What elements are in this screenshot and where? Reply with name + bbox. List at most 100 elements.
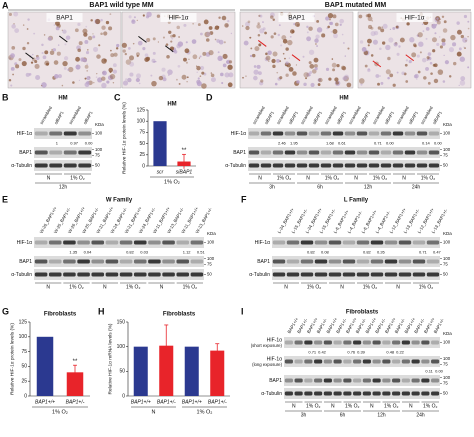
y-tick-label: 25 xyxy=(21,379,27,385)
kda-label: 100 xyxy=(443,240,451,245)
blot-strip xyxy=(248,160,440,171)
stain-dot xyxy=(267,50,272,55)
band xyxy=(431,359,440,364)
band xyxy=(272,259,286,264)
group-title: BAP1 wild type MM xyxy=(89,2,153,9)
stain-dot xyxy=(96,72,98,75)
stain-dot xyxy=(316,45,319,47)
stain-dot xyxy=(221,15,227,21)
stain-dot xyxy=(76,65,79,67)
stain-dot xyxy=(401,71,405,75)
band xyxy=(412,259,426,264)
stain-dot xyxy=(144,53,149,57)
stain-dot xyxy=(318,77,323,83)
band xyxy=(284,150,296,155)
band xyxy=(384,259,398,264)
y-tick-label: 0 xyxy=(142,163,145,169)
x-tick-label: BAP1+/- xyxy=(66,399,85,405)
stain-dot xyxy=(55,20,60,26)
quant-label: 0.42 xyxy=(318,350,327,355)
stain-dot xyxy=(308,49,315,55)
stain-dot xyxy=(103,71,106,74)
stain-dot xyxy=(34,59,38,64)
stain-dot xyxy=(436,20,441,25)
stain-dot xyxy=(406,22,410,26)
stain-dot xyxy=(302,55,305,58)
stain-dot xyxy=(122,80,129,86)
stain-dot xyxy=(86,76,91,81)
stain-dot xyxy=(359,40,364,44)
panel-label: C xyxy=(114,92,121,102)
stain-dot xyxy=(377,26,382,30)
kda-label: 100 xyxy=(443,256,451,261)
band xyxy=(49,131,63,136)
stain-dot xyxy=(153,60,156,63)
stain-dot xyxy=(367,68,371,73)
stain-dot xyxy=(157,41,159,43)
band xyxy=(304,359,313,364)
stain-dot xyxy=(271,58,276,64)
annotation: ** xyxy=(73,359,78,365)
band xyxy=(392,378,401,383)
stain-dot xyxy=(467,20,470,23)
stain-dot xyxy=(467,66,470,69)
stain-dot xyxy=(438,36,441,38)
kda-label: 100 xyxy=(443,356,451,361)
stain-dot xyxy=(210,72,213,74)
stain-dot xyxy=(84,82,90,88)
y-tick-label: 0 xyxy=(24,393,27,399)
stain-dot xyxy=(53,74,59,79)
stain-dot xyxy=(85,25,88,28)
row-label: HIF-1α xyxy=(255,240,271,246)
stain-dot xyxy=(103,31,108,36)
stain-dot xyxy=(276,71,279,74)
stain-dot xyxy=(460,76,466,81)
stain-dot xyxy=(186,80,188,83)
stain-dot xyxy=(245,21,250,27)
stain-dot xyxy=(95,76,98,79)
row-label: BAP1 xyxy=(19,150,32,156)
stain-dot xyxy=(417,32,423,38)
stain-dot xyxy=(314,67,318,71)
time-label: 6h xyxy=(340,412,346,418)
stain-dot xyxy=(227,82,233,88)
band xyxy=(105,259,119,264)
band xyxy=(421,378,430,383)
stain-dot xyxy=(381,26,383,28)
band xyxy=(323,359,332,364)
stain-dot xyxy=(97,77,103,83)
stain-dot xyxy=(339,23,342,26)
band xyxy=(368,163,380,168)
chart-title: Fibroblasts xyxy=(163,312,196,318)
stain-dot xyxy=(441,38,446,43)
condition-label: 1% O₂ xyxy=(69,284,84,290)
stain-dot xyxy=(388,37,394,43)
stain-dot xyxy=(112,69,117,74)
stain-dot xyxy=(272,18,275,21)
stain-dot xyxy=(150,74,153,77)
stain-dot xyxy=(331,58,334,60)
condition-label: 1% O₂ xyxy=(363,284,378,290)
stain-dot xyxy=(431,23,437,29)
stain-dot xyxy=(279,76,283,80)
stain-dot xyxy=(426,56,430,60)
band xyxy=(372,391,381,396)
stain-dot xyxy=(371,20,373,22)
band xyxy=(133,259,147,264)
stain-dot xyxy=(259,14,263,18)
kda-label: 100 xyxy=(95,131,103,136)
quant-label: 0.03 xyxy=(140,250,149,255)
stain-dot xyxy=(294,21,300,27)
band xyxy=(284,131,296,136)
stain-dot xyxy=(270,15,274,19)
kda-label: 75 xyxy=(95,152,100,157)
quant-label: 0.14 xyxy=(422,141,431,146)
x-tick-label: scr xyxy=(157,169,164,175)
stain-dot xyxy=(113,52,118,57)
condition-label: N xyxy=(258,175,262,181)
band xyxy=(34,272,48,277)
band xyxy=(401,340,410,345)
band xyxy=(401,391,410,396)
stain-dot xyxy=(162,36,166,39)
stain-dot xyxy=(27,18,30,21)
